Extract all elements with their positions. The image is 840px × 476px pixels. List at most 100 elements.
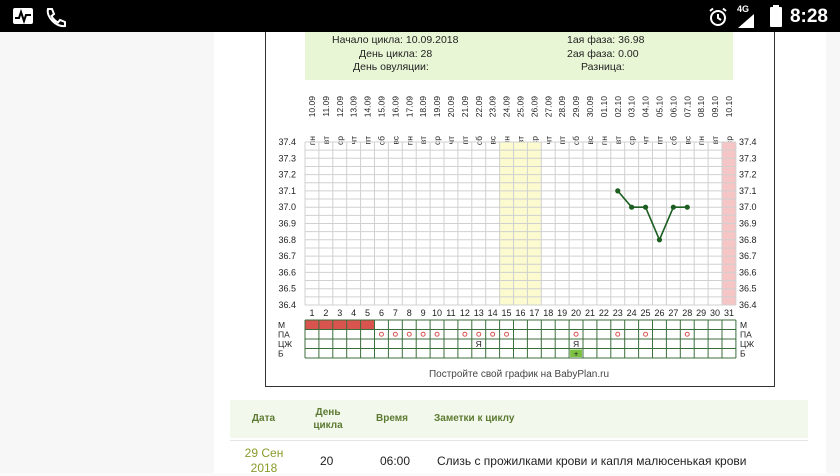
phase2: 2ая фаза: 0.00 — [567, 48, 639, 60]
notes-row: 29 Сен 2018 20 06:00 Слизь с прожилками … — [230, 440, 808, 475]
alarm-icon — [709, 7, 727, 26]
pa-mark — [504, 331, 510, 337]
weekday-label: пн — [404, 136, 414, 146]
day-number: 15 — [502, 308, 512, 318]
date-label: 10.10 — [724, 96, 734, 118]
y-tick-label: 36.6 — [278, 267, 296, 277]
pa-mark — [378, 331, 384, 337]
cycle-day-value: 28 — [420, 48, 433, 60]
pa-mark — [490, 331, 496, 337]
menstruation-cell — [305, 320, 319, 330]
cycle-start: Начало цикла: 10.09.2018 — [332, 34, 458, 46]
menstruation-cell — [360, 320, 375, 330]
weekday-label: пт — [363, 136, 373, 145]
weekday-label: чт — [543, 136, 553, 144]
weekday-label: ср — [724, 136, 734, 145]
pa-mark — [615, 331, 621, 337]
date-label: 24.09 — [502, 96, 512, 118]
day-number: 6 — [379, 308, 384, 318]
date-label: 09.10 — [710, 96, 720, 118]
pa-mark — [434, 331, 440, 337]
date-label: 17.09 — [404, 96, 414, 118]
note-text: Слизь с прожилками крови и капля малюсен… — [437, 454, 747, 468]
weekday-label: вс — [682, 135, 692, 144]
y-tick-label: 37.1 — [739, 186, 757, 196]
phase1: 1ая фаза: 36.98 — [567, 34, 644, 46]
weekday-label: вс — [488, 135, 498, 144]
day-number: 30 — [710, 308, 720, 318]
day-number: 5 — [365, 308, 370, 318]
date-label: 06.10 — [668, 96, 678, 118]
date-label: 28.09 — [557, 96, 567, 118]
day-number: 25 — [641, 308, 651, 318]
weekday-label: вс — [585, 135, 595, 144]
y-tick-label: 36.7 — [278, 251, 296, 261]
date-label: 21.09 — [460, 96, 470, 118]
day-number: 24 — [627, 308, 637, 318]
temperature-point — [670, 204, 676, 210]
day-number: 10 — [432, 308, 442, 318]
cycle-start-value: 10.09.2018 — [405, 34, 459, 46]
col-time: Время — [376, 413, 408, 424]
y-tick-label: 37.1 — [278, 186, 296, 196]
row-label: ЦЖ — [740, 339, 754, 349]
y-tick-label: 36.7 — [739, 251, 757, 261]
y-tick-label: 37.3 — [278, 153, 296, 163]
day-number: 19 — [557, 308, 567, 318]
date-label: 12.09 — [335, 96, 345, 118]
row-label: ПА — [740, 330, 752, 340]
notes-header: Дата День цикла Время Заметки к циклу — [230, 400, 808, 438]
day-number: 20 — [571, 308, 581, 318]
y-tick-label: 37.2 — [739, 170, 757, 180]
y-tick-label: 36.6 — [739, 267, 757, 277]
date-label: 10.09 — [307, 96, 317, 118]
weekday-label: пт — [557, 136, 567, 145]
cj-mark: Я — [476, 339, 482, 349]
y-tick-label: 36.8 — [739, 235, 757, 245]
col-note: Заметки к циклу — [434, 413, 515, 424]
weekday-label: сб — [571, 136, 581, 145]
date-label: 13.09 — [349, 96, 359, 118]
date-label: 25.09 — [515, 96, 525, 118]
day-number: 4 — [351, 308, 356, 318]
pa-mark — [573, 331, 579, 337]
col-day: День цикла — [313, 407, 343, 431]
weekday-label: сб — [376, 136, 386, 145]
day-number: 31 — [724, 308, 734, 318]
date-label: 16.09 — [390, 96, 400, 118]
y-tick-label: 36.4 — [739, 300, 757, 310]
weekday-label: вт — [515, 136, 525, 144]
y-tick-label: 37.3 — [739, 153, 757, 163]
day-number: 28 — [682, 308, 692, 318]
status-bar: 4G 8:28 — [0, 0, 840, 32]
weekday-label: чт — [349, 136, 359, 144]
date-label: 20.09 — [446, 96, 456, 118]
menstruation-cell — [318, 320, 333, 330]
day-number: 8 — [407, 308, 412, 318]
weekday-label: вт — [418, 136, 428, 144]
weekday-label: пн — [599, 136, 609, 146]
y-tick-label: 37.4 — [739, 137, 757, 147]
date-label: 08.10 — [696, 96, 706, 118]
b-mark: + — [574, 350, 579, 359]
day-number: 14 — [488, 308, 498, 318]
note-date: 29 Сен 2018 — [244, 446, 284, 475]
day-number: 27 — [668, 308, 678, 318]
day-number: 7 — [393, 308, 398, 318]
y-tick-label: 36.9 — [278, 219, 296, 229]
day-number: 1 — [309, 308, 314, 318]
date-label: 19.09 — [432, 96, 442, 118]
weekday-label: ср — [627, 136, 637, 145]
y-tick-label: 36.8 — [278, 235, 296, 245]
temperature-point — [615, 188, 621, 194]
weekday-label: сб — [668, 136, 678, 145]
call-icon — [46, 8, 66, 28]
phase2-label: 2ая фаза: — [567, 48, 616, 60]
pa-mark — [420, 331, 426, 337]
weekday-label: ср — [529, 136, 539, 145]
temperature-point — [629, 204, 635, 210]
weekday-label: вт — [710, 136, 720, 144]
date-label: 03.10 — [627, 96, 637, 118]
day-number: 2 — [323, 308, 328, 318]
y-tick-label: 36.9 — [739, 219, 757, 229]
